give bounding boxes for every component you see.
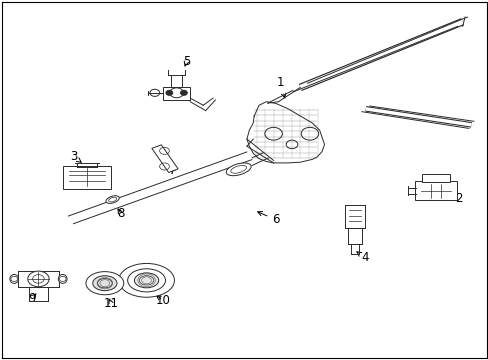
Ellipse shape — [127, 269, 165, 292]
Ellipse shape — [86, 272, 123, 295]
Ellipse shape — [93, 276, 117, 291]
Polygon shape — [68, 152, 251, 224]
Text: 6: 6 — [257, 212, 279, 226]
Ellipse shape — [106, 196, 119, 203]
Bar — [163, 87, 190, 100]
FancyBboxPatch shape — [414, 181, 456, 200]
FancyBboxPatch shape — [62, 166, 111, 189]
Ellipse shape — [10, 274, 19, 283]
Circle shape — [28, 271, 49, 287]
FancyBboxPatch shape — [421, 174, 449, 182]
Ellipse shape — [226, 163, 251, 176]
Text: 9: 9 — [28, 292, 36, 305]
Bar — [152, 145, 178, 172]
Text: 1: 1 — [277, 76, 285, 98]
Text: 4: 4 — [356, 251, 368, 264]
Ellipse shape — [119, 264, 174, 297]
Ellipse shape — [58, 274, 67, 283]
Text: 3: 3 — [70, 150, 81, 163]
Text: 11: 11 — [103, 297, 119, 310]
Text: 8: 8 — [117, 207, 124, 220]
Ellipse shape — [134, 273, 159, 288]
Text: 7: 7 — [169, 163, 176, 176]
Circle shape — [180, 90, 187, 95]
Circle shape — [165, 90, 172, 95]
Polygon shape — [206, 151, 270, 189]
Text: 10: 10 — [155, 294, 170, 307]
Text: 5: 5 — [182, 55, 190, 68]
Text: 2: 2 — [448, 192, 462, 205]
